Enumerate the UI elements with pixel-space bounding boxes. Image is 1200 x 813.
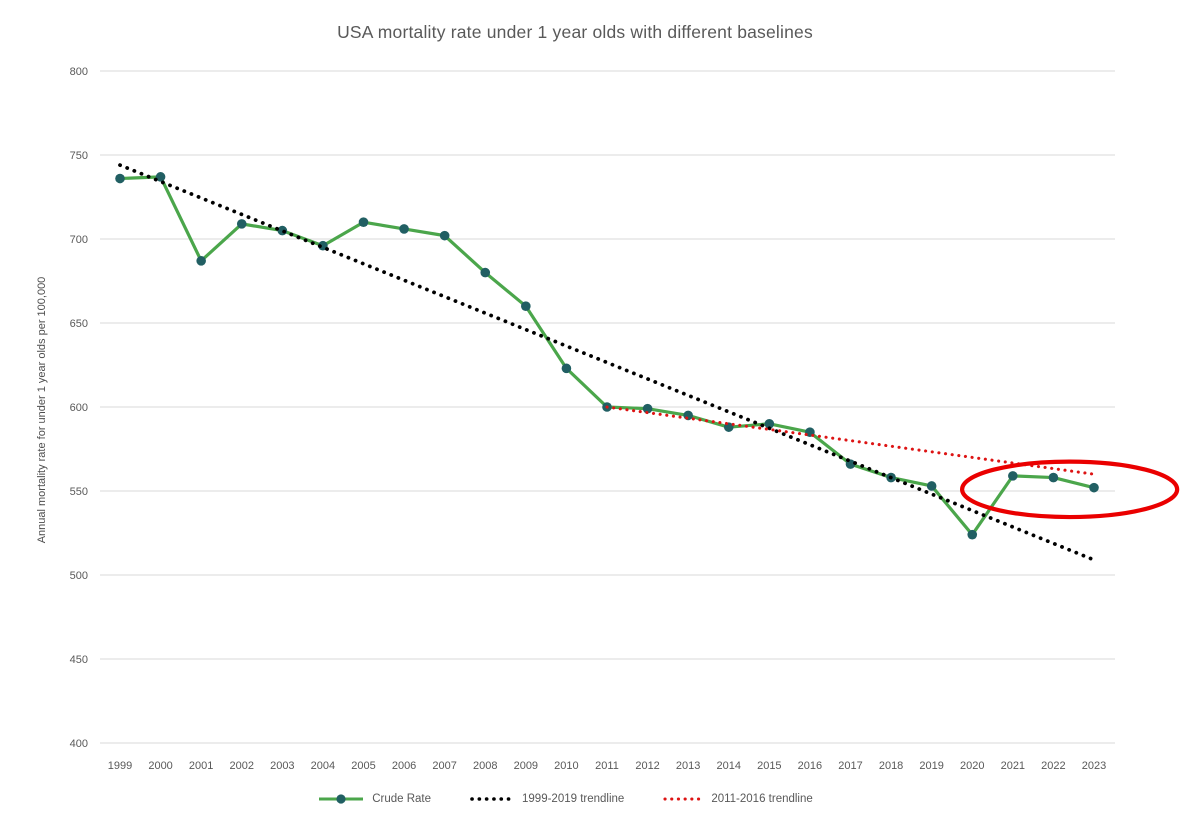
legend-item-trendline-2011-2016: 2011-2016 trendline bbox=[662, 793, 813, 805]
chart-title: USA mortality rate under 1 year olds wit… bbox=[337, 22, 813, 42]
data-point bbox=[683, 410, 693, 421]
x-tick-label: 2013 bbox=[676, 760, 700, 772]
legend-item-crude-rate: Crude Rate bbox=[317, 793, 431, 805]
crude-rate-series bbox=[115, 172, 1099, 540]
data-point bbox=[439, 230, 450, 241]
y-tick-label: 650 bbox=[70, 318, 88, 330]
trendline bbox=[605, 405, 1096, 476]
x-tick-label: 2010 bbox=[554, 760, 578, 772]
legend-label-crude-rate: Crude Rate bbox=[372, 793, 432, 805]
x-axis-tick-labels: 1999 2000 2001 2002 2003 2004 2005 2006 2007 2008… bbox=[108, 760, 1106, 772]
data-point bbox=[1008, 471, 1018, 481]
x-tick-label: 1999 bbox=[108, 760, 132, 772]
data-point bbox=[764, 419, 775, 429]
x-tick-label: 2006 bbox=[392, 760, 416, 772]
x-tick-label: 2011 bbox=[595, 760, 619, 772]
x-tick-label: 2022 bbox=[1041, 760, 1065, 772]
highlight-ellipse bbox=[959, 459, 1180, 520]
black-dotted-swatch-icon bbox=[470, 797, 514, 801]
legend-item-trendline-1999-2019: 1999-2019 trendline bbox=[469, 793, 624, 805]
y-tick-label: 550 bbox=[70, 486, 88, 498]
x-tick-label: 2019 bbox=[919, 760, 943, 772]
x-tick-label: 2021 bbox=[1001, 760, 1025, 772]
y-axis-title: Annual mortality rate for under 1 year o… bbox=[36, 277, 48, 544]
crude-rate-swatch-icon bbox=[319, 794, 364, 804]
data-point bbox=[155, 172, 166, 182]
legend: Crude Rate 1999-2019 trendline 2011-2016… bbox=[0, 793, 1130, 805]
x-tick-label: 2001 bbox=[189, 760, 213, 772]
y-tick-label: 450 bbox=[70, 654, 88, 666]
data-point bbox=[1089, 482, 1099, 493]
x-tick-label: 2007 bbox=[432, 760, 456, 772]
x-tick-label: 2000 bbox=[148, 760, 172, 772]
x-tick-label: 2018 bbox=[879, 760, 903, 772]
legend-label-trendline-1999-2019: 1999-2019 trendline bbox=[522, 793, 625, 805]
data-point bbox=[1048, 472, 1059, 483]
x-tick-label: 2004 bbox=[311, 760, 335, 772]
x-tick-label: 2009 bbox=[514, 760, 538, 772]
y-tick-label: 500 bbox=[70, 570, 88, 582]
data-point bbox=[967, 529, 978, 540]
x-tick-label: 2002 bbox=[230, 760, 254, 772]
trendlines bbox=[118, 163, 1096, 562]
data-point bbox=[561, 363, 572, 374]
y-tick-label: 800 bbox=[70, 66, 88, 78]
data-point bbox=[642, 403, 653, 414]
x-tick-label: 2005 bbox=[351, 760, 375, 772]
highlight-ellipse-annotation bbox=[959, 459, 1180, 520]
x-tick-label: 2014 bbox=[717, 760, 741, 772]
x-tick-label: 2012 bbox=[635, 760, 659, 772]
x-tick-label: 2015 bbox=[757, 760, 781, 772]
data-point bbox=[358, 217, 369, 227]
x-tick-label: 2023 bbox=[1082, 760, 1106, 772]
x-tick-label: 2008 bbox=[473, 760, 497, 772]
data-point bbox=[521, 301, 531, 312]
crude-rate-line bbox=[119, 175, 1095, 537]
y-axis-tick-labels: 400 450 500 550 600 650 700 750 800 bbox=[70, 66, 88, 750]
y-tick-label: 750 bbox=[70, 150, 88, 162]
data-point bbox=[236, 219, 247, 229]
y-tick-label: 700 bbox=[70, 234, 88, 246]
data-point bbox=[399, 224, 409, 234]
data-point bbox=[115, 173, 125, 184]
y-tick-label: 600 bbox=[70, 402, 88, 414]
legend-label-trendline-2011-2016: 2011-2016 trendline bbox=[711, 793, 813, 805]
x-tick-label: 2017 bbox=[838, 760, 862, 772]
y-tick-label: 400 bbox=[70, 738, 88, 750]
x-tick-label: 2016 bbox=[798, 760, 822, 772]
x-tick-label: 2020 bbox=[960, 760, 984, 772]
x-tick-label: 2003 bbox=[270, 760, 294, 772]
data-point bbox=[480, 267, 491, 278]
trendline bbox=[118, 163, 1096, 562]
data-point bbox=[196, 256, 206, 266]
red-dotted-swatch-icon bbox=[663, 797, 703, 801]
data-point bbox=[926, 481, 937, 491]
